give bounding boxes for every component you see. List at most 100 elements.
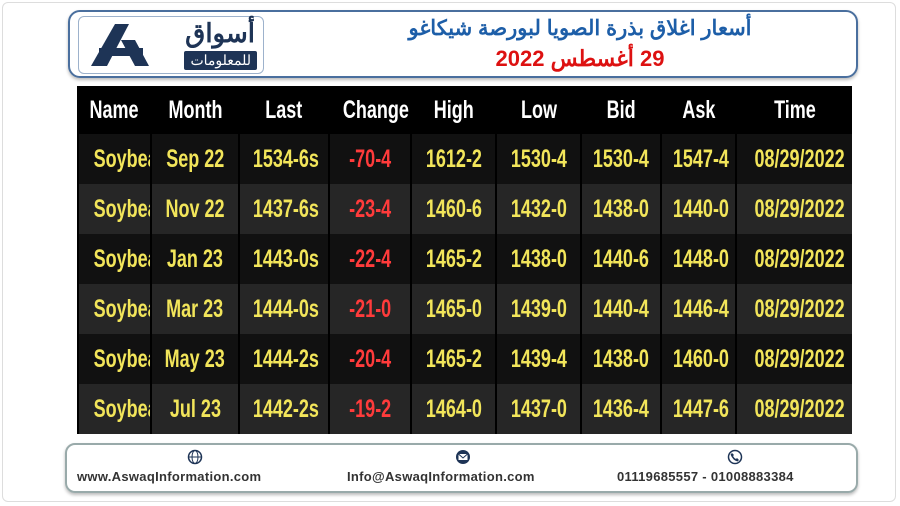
column-header: High bbox=[410, 86, 496, 134]
globe-icon bbox=[187, 449, 203, 465]
table-cell: 1612-2 bbox=[410, 134, 496, 184]
table-cell: 1530-4 bbox=[495, 134, 581, 184]
table-cell: Soybean bbox=[77, 134, 151, 184]
table-cell-text: 08/29/2022 bbox=[754, 344, 845, 373]
table-cell-text: 1447-6 bbox=[672, 394, 729, 423]
table-cell: 1438-0 bbox=[580, 334, 661, 384]
website[interactable]: www.AswaqInformation.com bbox=[77, 469, 262, 484]
table-cell: 1448-0 bbox=[660, 234, 736, 284]
table-cell-text: 08/29/2022 bbox=[754, 294, 845, 323]
table-cell-text: -22-4 bbox=[348, 244, 392, 273]
date: 29 أغسطس 2022 bbox=[495, 46, 665, 71]
table-cell-text: Soybean bbox=[93, 294, 151, 323]
title: أسعار اغلاق بذرة الصويا لبورصة شيكاغو bbox=[408, 17, 752, 40]
table-row: Soybean Nov 22 1437-6s -23-4 1460-6 1432-0 143… bbox=[77, 184, 852, 234]
logo-icon bbox=[91, 24, 149, 66]
table-cell: 1530-4 bbox=[580, 134, 661, 184]
table-cell-text: 1460-6 bbox=[425, 194, 482, 223]
table-cell-text: 1438-0 bbox=[592, 194, 650, 223]
table-cell-text: -70-4 bbox=[348, 144, 392, 173]
table-cell-text: 1530-4 bbox=[510, 144, 567, 173]
table-row: Soybean Jul 23 1442-2s -19-2 1464-0 1437-0 143… bbox=[77, 384, 852, 434]
header-row: Name Month Last Change High Low Bid Ask Time bbox=[77, 86, 852, 134]
table-cell-text: Soybean bbox=[93, 244, 151, 273]
email[interactable]: Info@AswaqInformation.com bbox=[347, 469, 535, 484]
table-cell-text: 08/29/2022 bbox=[754, 394, 845, 423]
column-header-text: Last bbox=[265, 95, 303, 124]
table-cell-text: -23-4 bbox=[348, 194, 392, 223]
table-cell-text: 1465-2 bbox=[425, 244, 482, 273]
table-cell-text: Sep 22 bbox=[165, 144, 225, 173]
table-cell: 1436-4 bbox=[580, 384, 661, 434]
table-cell-text: 1437-6s bbox=[252, 194, 319, 223]
column-header-text: Ask bbox=[681, 95, 716, 124]
table-cell-text: -20-4 bbox=[348, 344, 392, 373]
table-cell-text: 08/29/2022 bbox=[754, 194, 845, 223]
table-cell-text: Soybean bbox=[93, 144, 151, 173]
phone-icon bbox=[727, 449, 743, 465]
table-cell: 1439-0 bbox=[495, 284, 581, 334]
table-cell: 08/29/2022 bbox=[735, 184, 852, 234]
table-cell-text: 1464-0 bbox=[425, 394, 482, 423]
table-cell: 1534-6s bbox=[238, 134, 329, 184]
column-header-text: Bid bbox=[606, 95, 636, 124]
table-cell: 1444-0s bbox=[238, 284, 329, 334]
table-cell-text: Jul 23 bbox=[169, 394, 221, 423]
table-cell: 08/29/2022 bbox=[735, 284, 852, 334]
table-cell: May 23 bbox=[150, 334, 239, 384]
column-header: Ask bbox=[660, 86, 736, 134]
table-cell: Soybean bbox=[77, 184, 151, 234]
table-cell: Mar 23 bbox=[150, 284, 239, 334]
table-cell: Soybean bbox=[77, 234, 151, 284]
table-cell-text: 1444-0s bbox=[252, 294, 319, 323]
table-cell: Nov 22 bbox=[150, 184, 239, 234]
table-cell-text: -21-0 bbox=[348, 294, 392, 323]
table-cell-text: -19-2 bbox=[348, 394, 392, 423]
table-cell: 1438-0 bbox=[580, 184, 661, 234]
phones: 01119685557 - 01008883384 bbox=[617, 469, 794, 484]
table-cell-text: Mar 23 bbox=[166, 294, 224, 323]
table-cell: 1437-6s bbox=[238, 184, 329, 234]
table-cell-text: May 23 bbox=[164, 344, 226, 373]
column-header: Change bbox=[328, 86, 411, 134]
table-cell-text: 1534-6s bbox=[252, 144, 319, 173]
price-table: Name Month Last Change High Low Bid Ask Time Soy… bbox=[77, 86, 852, 434]
logo-name: أسواق bbox=[185, 18, 255, 48]
table-cell: 1447-6 bbox=[660, 384, 736, 434]
table-cell-text: 1460-0 bbox=[672, 344, 729, 373]
footer: www.AswaqInformation.com Info@AswaqInfor… bbox=[65, 443, 858, 493]
table-cell: 1465-0 bbox=[410, 284, 496, 334]
table-cell: 08/29/2022 bbox=[735, 234, 852, 284]
table-cell: 1442-2s bbox=[238, 384, 329, 434]
logo-subtitle: للمعلومات bbox=[184, 51, 257, 70]
table-row: Soybean Sep 22 1534-6s -70-4 1612-2 1530-4 153… bbox=[77, 134, 852, 184]
table-cell-text: 1436-4 bbox=[592, 394, 650, 423]
table-cell-text: 1530-4 bbox=[592, 144, 650, 173]
table-cell: -20-4 bbox=[328, 334, 411, 384]
table-cell-text: 1465-0 bbox=[425, 294, 482, 323]
table-cell: -19-2 bbox=[328, 384, 411, 434]
table-cell: -22-4 bbox=[328, 234, 411, 284]
column-header: Low bbox=[495, 86, 581, 134]
table-cell: 1432-0 bbox=[495, 184, 581, 234]
column-header-text: High bbox=[433, 95, 474, 124]
table-cell: 1460-0 bbox=[660, 334, 736, 384]
table-row: Soybean Jan 23 1443-0s -22-4 1465-2 1438-0 144… bbox=[77, 234, 852, 284]
table-cell-text: 1465-2 bbox=[425, 344, 482, 373]
table-cell-text: Soybean bbox=[93, 194, 151, 223]
logo: أسواق للمعلومات bbox=[78, 16, 264, 74]
table-cell-text: 1440-4 bbox=[592, 294, 650, 323]
table-cell: Sep 22 bbox=[150, 134, 239, 184]
table-cell: -70-4 bbox=[328, 134, 411, 184]
table-cell: 1440-0 bbox=[660, 184, 736, 234]
table-cell: 08/29/2022 bbox=[735, 334, 852, 384]
table-cell-text: Nov 22 bbox=[165, 194, 225, 223]
table-cell: -23-4 bbox=[328, 184, 411, 234]
table-cell: 1465-2 bbox=[410, 234, 496, 284]
table-cell: 1443-0s bbox=[238, 234, 329, 284]
table-cell-text: 1432-0 bbox=[510, 194, 567, 223]
table-cell-text: 1443-0s bbox=[252, 244, 319, 273]
table-cell: 1465-2 bbox=[410, 334, 496, 384]
column-header: Month bbox=[150, 86, 239, 134]
